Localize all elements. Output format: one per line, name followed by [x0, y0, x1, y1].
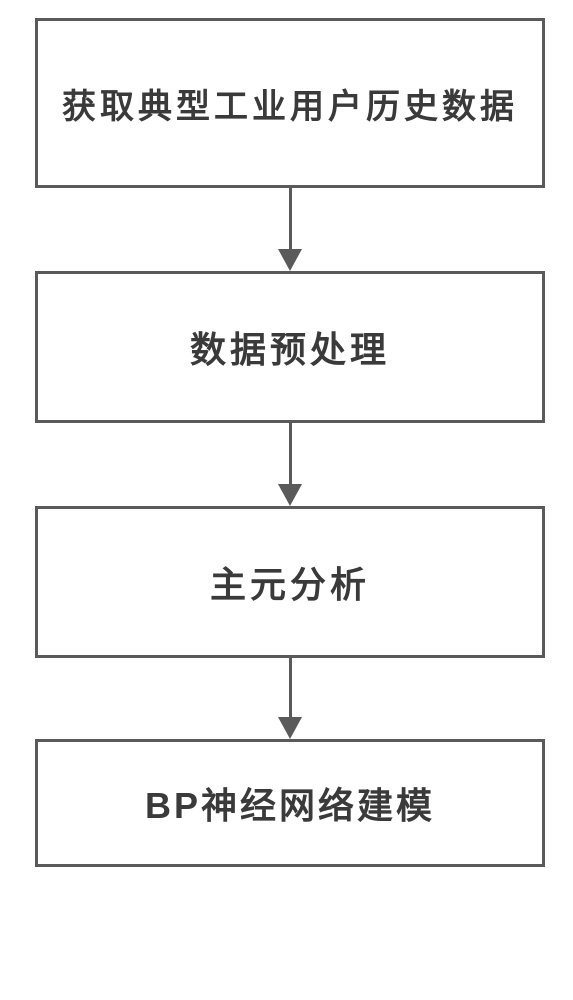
flowchart-container: 获取典型工业用户历史数据 数据预处理 主元分析 BP神经网络建模 — [30, 18, 550, 867]
flowchart-node-step4: BP神经网络建模 — [35, 739, 545, 867]
flowchart-node-step2: 数据预处理 — [35, 271, 545, 423]
flowchart-node-label: BP神经网络建模 — [145, 777, 435, 829]
flowchart-node-label: 获取典型工业用户历史数据 — [62, 79, 518, 128]
flowchart-node-label: 主元分析 — [210, 556, 370, 608]
arrow-down-icon — [278, 249, 302, 271]
flowchart-edge-line — [289, 658, 292, 718]
flowchart-edge-line — [289, 423, 292, 485]
arrow-down-icon — [278, 717, 302, 739]
flowchart-edge-line — [289, 188, 292, 250]
flowchart-node-label: 数据预处理 — [190, 321, 390, 373]
flowchart-node-step1: 获取典型工业用户历史数据 — [35, 18, 545, 188]
flowchart-node-step3: 主元分析 — [35, 506, 545, 658]
arrow-down-icon — [278, 484, 302, 506]
